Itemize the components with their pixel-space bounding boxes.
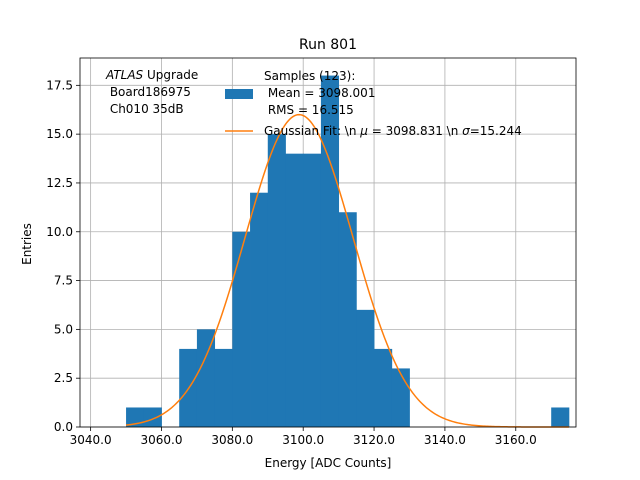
legend-fit-mu-symbol: μ bbox=[359, 124, 368, 138]
histogram-bar bbox=[338, 212, 357, 427]
histogram-bar bbox=[232, 231, 251, 427]
histogram-bar bbox=[196, 329, 216, 427]
x-tick-label: 3040.0 bbox=[70, 433, 112, 447]
legend-hist-line-3: RMS = 16.515 bbox=[264, 103, 354, 117]
legend: Samples (123): Mean = 3098.001 RMS = 16.… bbox=[225, 69, 522, 138]
x-tick-label: 3060.0 bbox=[140, 433, 182, 447]
y-tick-label: 2.5 bbox=[54, 371, 73, 385]
gaussian-fit-curve bbox=[125, 113, 569, 428]
histogram-bars bbox=[126, 75, 570, 428]
legend-fit-sigma-value: =15.244 bbox=[470, 124, 522, 138]
histogram-bar bbox=[356, 309, 375, 427]
y-tick-label: 5.0 bbox=[54, 322, 73, 336]
histogram-bar bbox=[143, 407, 162, 427]
annotation-line-1: ATLAS Upgrade bbox=[105, 68, 198, 82]
gaussian-fit-layer bbox=[125, 113, 569, 428]
y-tick-label: 10.0 bbox=[46, 225, 73, 239]
legend-fit-mu-value: = 3098.831 \n bbox=[368, 124, 462, 138]
plot-frame bbox=[79, 57, 577, 428]
histogram-bar bbox=[250, 192, 269, 427]
atlas-annotation: ATLAS Upgrade Board186975 Ch010 35dB bbox=[105, 68, 198, 116]
legend-hist-swatch bbox=[225, 89, 253, 99]
x-tick-label: 3080.0 bbox=[211, 433, 253, 447]
x-axis-label: Energy [ADC Counts] bbox=[265, 456, 392, 470]
legend-fit-label: Gaussian Fit: \n μ = 3098.831 \n σ=15.24… bbox=[264, 124, 522, 138]
legend-fit-prefix: Gaussian Fit: \n bbox=[264, 124, 360, 138]
x-tick-label: 3160.0 bbox=[495, 433, 537, 447]
y-tick-label: 15.0 bbox=[46, 127, 73, 141]
legend-hist-line-1: Samples (123): bbox=[264, 69, 355, 83]
annotation-upgrade: Upgrade bbox=[143, 68, 198, 82]
annotation-channel: Ch010 35dB bbox=[106, 102, 184, 116]
histogram-bar bbox=[374, 348, 393, 427]
histogram-bar bbox=[303, 153, 322, 427]
y-tick-label: 17.5 bbox=[46, 78, 73, 92]
legend-hist-line-2: Mean = 3098.001 bbox=[264, 86, 375, 100]
annotation-atlas: ATLAS bbox=[105, 68, 144, 82]
x-tick-label: 3120.0 bbox=[353, 433, 395, 447]
annotation-board: Board186975 bbox=[106, 85, 191, 99]
y-tick-label: 12.5 bbox=[46, 176, 73, 190]
histogram-bar bbox=[214, 348, 233, 427]
histogram-bar bbox=[551, 407, 570, 427]
histogram-bar bbox=[391, 368, 410, 427]
chart-title: Run 801 bbox=[299, 37, 357, 53]
y-axis-label: Entries bbox=[20, 223, 34, 265]
histogram-bar bbox=[285, 153, 304, 427]
histogram-bar bbox=[320, 75, 340, 428]
y-tick-label: 0.0 bbox=[54, 420, 73, 434]
x-tick-label: 3140.0 bbox=[424, 433, 466, 447]
histogram-bar bbox=[267, 134, 286, 427]
histogram-bar bbox=[126, 407, 145, 427]
x-tick-label: 3100.0 bbox=[282, 433, 324, 447]
y-tick-label: 7.5 bbox=[54, 274, 73, 288]
axis-ticks: 3040.0 3060.0 3080.0 3100.0 3120.0 3140.0 3160… bbox=[46, 78, 536, 447]
legend-fit-sigma-symbol: σ bbox=[462, 124, 470, 138]
